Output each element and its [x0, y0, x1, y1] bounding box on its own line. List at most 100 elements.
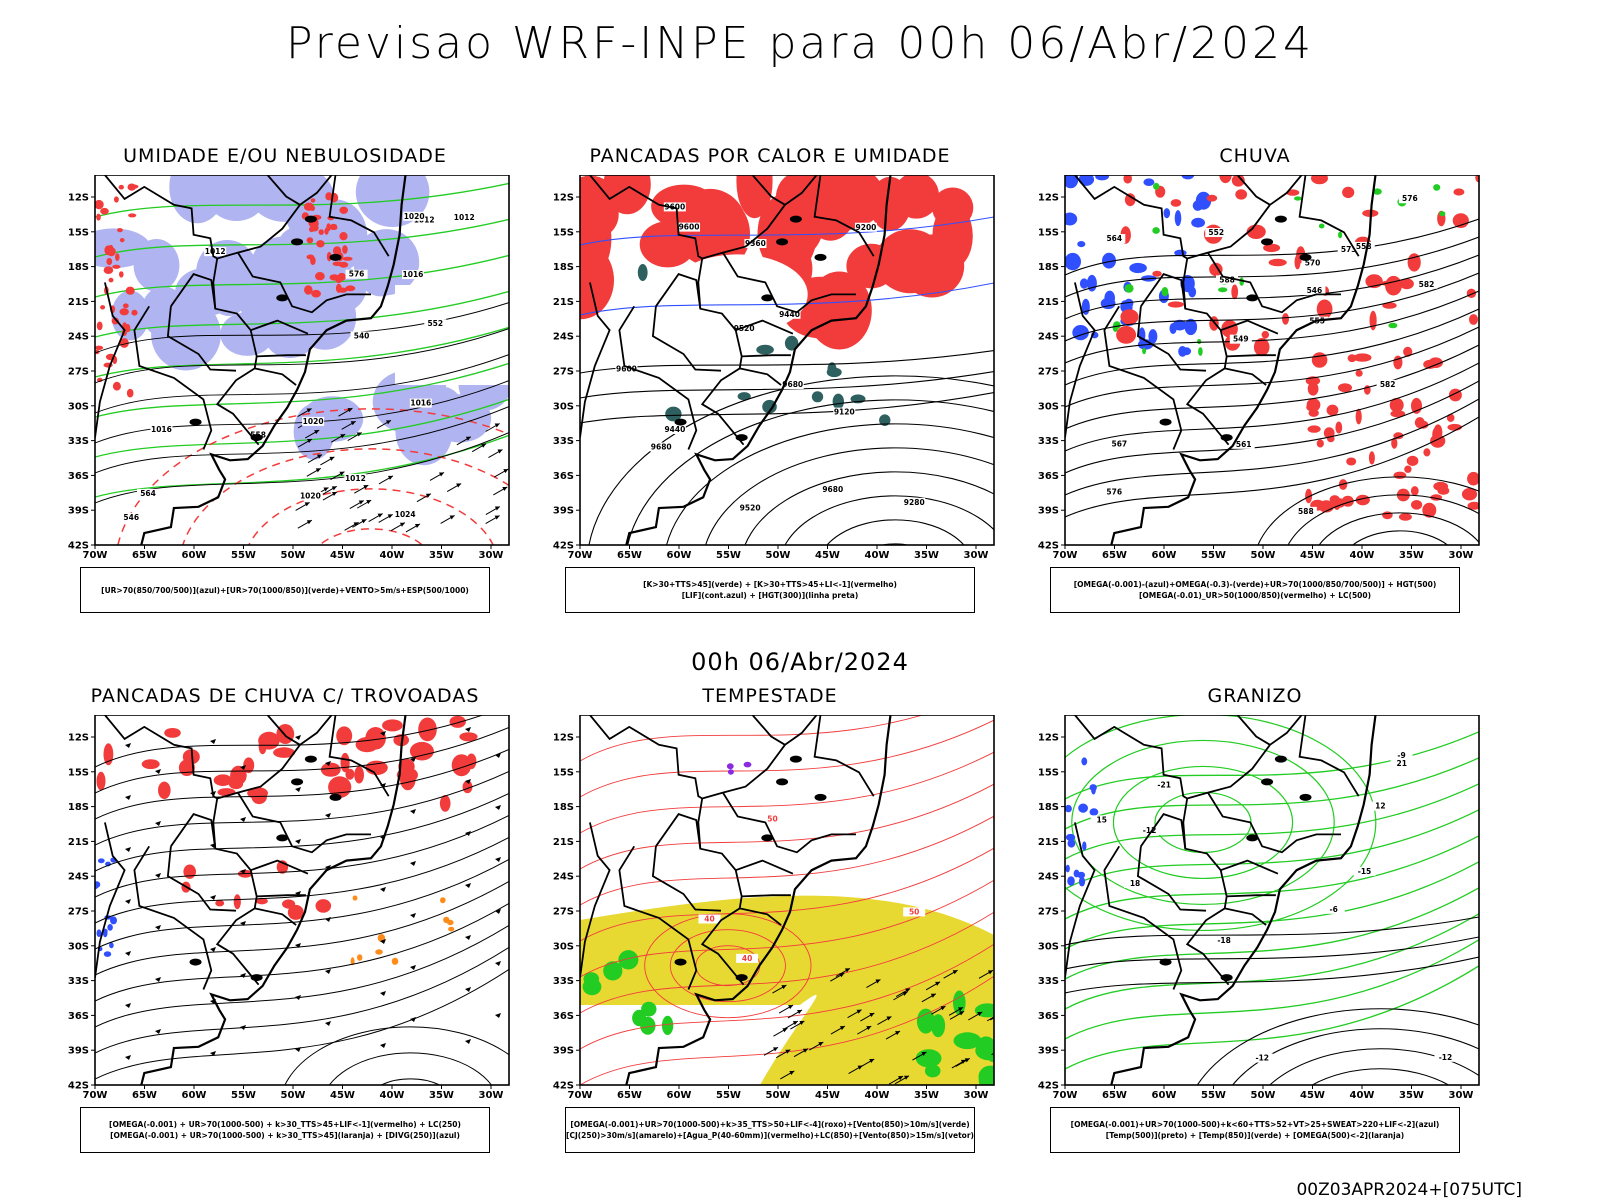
- green-wind-area: [915, 1049, 942, 1068]
- blue-rain-area: [1065, 252, 1081, 271]
- flow-arrow: [125, 951, 131, 956]
- flow-arrow: [495, 909, 501, 914]
- border-line: [589, 175, 703, 260]
- lat-tick-label: 24S: [68, 332, 89, 343]
- contour-line: [95, 715, 485, 768]
- legend-box: [K>30+TTS>45](verde) + [K>30+TTS>45+LI<-…: [565, 567, 975, 613]
- blue-hail-area: [1065, 804, 1072, 813]
- panel-tempestade: TEMPESTADE 40 40 50 50 12S 15S 18S 21S 24S 27S 30S…: [535, 685, 1005, 1185]
- lon-tick-label: 70W: [568, 550, 593, 561]
- lat-tick-label: 42S: [553, 1081, 574, 1092]
- flow-arrow: [240, 921, 246, 926]
- lat-tick-label: 12S: [1038, 733, 1059, 744]
- border-line: [216, 715, 333, 800]
- wind-vector-head: [329, 456, 335, 461]
- wind-vector-head: [387, 514, 393, 519]
- flow-arrow: [240, 973, 246, 978]
- red-rain-area: [1123, 175, 1132, 184]
- contour-label: 9680: [651, 443, 672, 452]
- wind-vector-head: [306, 408, 312, 413]
- plot-frame: [1064, 174, 1480, 546]
- legend-box: [OMEGA(-0.001) + UR>70(1000-500) + k>30_…: [80, 1107, 490, 1153]
- red-cell: [127, 183, 136, 191]
- wind-vector-head: [494, 506, 500, 511]
- contour-label-bg: [302, 416, 325, 426]
- lake-mark: [789, 215, 802, 223]
- flow-arrow: [125, 1003, 131, 1008]
- blue-hail-area: [1078, 803, 1088, 813]
- wind-vector-head: [363, 485, 369, 490]
- flow-arrow: [410, 861, 416, 866]
- weather-map: -6 -9 -12 -12 -15 -18 -21 -12 15 18 21 12 12S 15S 18S 2…: [1038, 714, 1480, 1101]
- red-rain-area: [1253, 338, 1270, 357]
- purple-storm-cell: [726, 763, 734, 770]
- blue-rain-area: [1191, 217, 1205, 228]
- border-line: [580, 822, 611, 978]
- lon-tick-label: 35W: [914, 1090, 939, 1101]
- contour-label: 9680: [822, 485, 843, 494]
- flow-arrow: [155, 821, 161, 826]
- border-line: [1136, 306, 1207, 372]
- blue-divergence-area: [109, 942, 114, 949]
- red-rain-area: [1167, 301, 1184, 308]
- border-line: [751, 715, 786, 746]
- map-fields: 9680 9680 9680 9600 9600 9600 9520 9520 9440 9440…: [580, 175, 994, 545]
- border-line: [328, 175, 390, 257]
- plot-frame: [1064, 714, 1480, 1086]
- contour-label: 50: [767, 814, 777, 823]
- green-convection-area: [756, 344, 774, 355]
- wind-vector-head: [399, 522, 405, 527]
- lon-tick-label: 50W: [1251, 550, 1276, 561]
- border-line: [237, 252, 371, 314]
- lon-tick-label: 40W: [1350, 1090, 1375, 1101]
- red-rain-area: [1393, 471, 1407, 479]
- red-cell: [310, 205, 315, 211]
- legend-box: [UR>70(850/700/500)](azul)+[UR>70(1000/8…: [80, 567, 490, 613]
- red-rain-area: [1393, 432, 1404, 440]
- green-rain-area: [1198, 347, 1203, 356]
- contour-line: [95, 836, 509, 924]
- flow-arrow: [410, 757, 416, 762]
- lon-tick-label: 65W: [1102, 550, 1127, 561]
- border-line: [1220, 859, 1279, 875]
- contour-label-bg: [663, 425, 686, 435]
- lon-tick-label: 65W: [1102, 1090, 1127, 1101]
- lake-mark: [329, 253, 342, 261]
- contour-line: [1065, 398, 1479, 496]
- red-cell: [329, 192, 339, 203]
- contour-line: [95, 792, 509, 872]
- contour-line: [580, 751, 994, 834]
- flow-arrow: [465, 987, 471, 992]
- blue-rain-area: [1072, 325, 1089, 341]
- contour-label-bg: [678, 222, 701, 232]
- panel-title: UMIDADE E/OU NEBULOSIDADE: [123, 145, 447, 167]
- lon-tick-label: 30W: [479, 550, 504, 561]
- green-wind-area: [953, 1032, 982, 1050]
- lat-tick-label: 30S: [68, 401, 89, 412]
- contour-line: [1071, 739, 1335, 906]
- red-cell: [308, 226, 315, 233]
- map-container: 588 588 582 576 576 570 573 567 564 561 558 555 552 5…: [1020, 174, 1490, 569]
- lat-tick-label: 30S: [1038, 401, 1059, 412]
- lon-tick-label: 45W: [1300, 1090, 1325, 1101]
- green-rain-area: [1294, 196, 1302, 201]
- red-rain-area: [1369, 310, 1377, 331]
- lat-tick-label: 30S: [553, 401, 574, 412]
- wind-vector-head: [350, 421, 356, 426]
- lake-mark: [1261, 238, 1274, 246]
- lat-tick-label: 42S: [553, 541, 574, 552]
- legend-box: [OMEGA(-0.001)-(azul)+OMEGA(-0.3)-(verde…: [1050, 567, 1460, 613]
- lat-tick-label: 21S: [1038, 297, 1059, 308]
- red-rain-area: [1246, 224, 1266, 239]
- red-convection-area: [893, 175, 939, 219]
- lon-tick-label: 65W: [132, 1090, 157, 1101]
- red-rain-area: [1446, 413, 1455, 422]
- lon-tick-label: 35W: [1399, 550, 1424, 561]
- wind-vector-head: [875, 979, 881, 984]
- contour-label-bg: [854, 222, 877, 232]
- red-rain-area: [1433, 481, 1449, 491]
- contour-label: 1020: [300, 492, 321, 501]
- lat-tick-label: 39S: [68, 506, 89, 517]
- wind-vector-head: [996, 1013, 1001, 1017]
- lon-tick-label: 45W: [330, 1090, 355, 1101]
